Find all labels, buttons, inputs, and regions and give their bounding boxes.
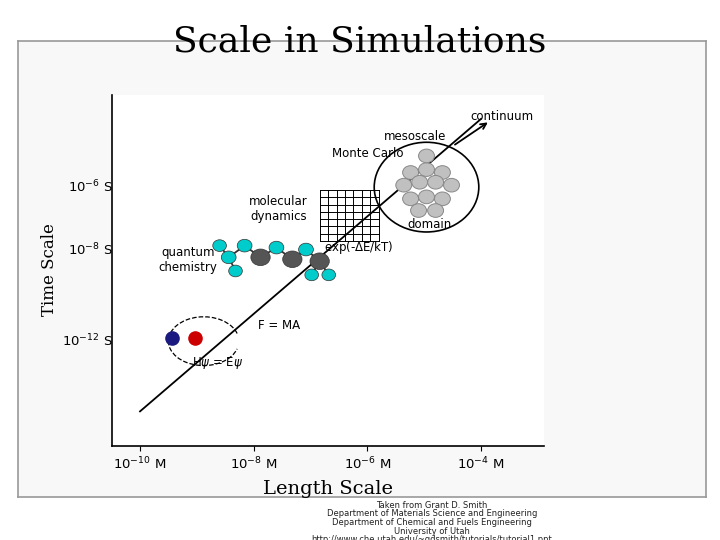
Circle shape (402, 192, 418, 206)
Text: exp(-$\Delta$E/kT): exp(-$\Delta$E/kT) (323, 239, 393, 256)
Text: H$\psi$ = E$\psi$: H$\psi$ = E$\psi$ (192, 355, 243, 370)
Circle shape (402, 166, 418, 179)
Circle shape (310, 253, 329, 269)
Circle shape (269, 241, 284, 254)
Text: Scale in Simulations: Scale in Simulations (174, 24, 546, 58)
Circle shape (428, 204, 444, 217)
Circle shape (283, 251, 302, 267)
Text: mesoscale: mesoscale (384, 130, 446, 143)
Circle shape (418, 190, 434, 204)
Circle shape (428, 176, 444, 189)
X-axis label: Length Scale: Length Scale (263, 480, 392, 498)
Text: $10^{-8}$ S: $10^{-8}$ S (68, 242, 113, 259)
Circle shape (229, 265, 243, 277)
Circle shape (251, 249, 270, 266)
Text: $10^{-12}$ S: $10^{-12}$ S (62, 333, 113, 349)
Circle shape (396, 178, 412, 192)
Circle shape (322, 269, 336, 281)
Text: quantum
chemistry: quantum chemistry (158, 246, 217, 274)
Circle shape (412, 176, 428, 189)
Circle shape (410, 204, 426, 217)
Circle shape (418, 163, 434, 177)
Text: continuum: continuum (470, 110, 533, 124)
Text: F = MA: F = MA (258, 319, 300, 332)
Text: Department of Materials Science and Engineering: Department of Materials Science and Engi… (327, 509, 537, 518)
Text: Department of Chemical and Fuels Engineering: Department of Chemical and Fuels Enginee… (332, 518, 532, 527)
Text: $10^{-6}$ S: $10^{-6}$ S (68, 179, 113, 195)
Text: domain: domain (408, 218, 452, 231)
Circle shape (221, 251, 236, 264)
Text: Monte Carlo: Monte Carlo (332, 147, 403, 160)
Text: http://www.che.utah.edu/~gdsmith/tutorials/tutorial1.ppt: http://www.che.utah.edu/~gdsmith/tutoria… (312, 535, 552, 540)
Circle shape (444, 178, 459, 192)
Circle shape (237, 239, 252, 252)
Circle shape (418, 149, 434, 163)
Text: Time Scale: Time Scale (40, 224, 58, 316)
Circle shape (213, 240, 226, 252)
Text: University of Utah: University of Utah (394, 526, 470, 536)
Point (166, 334, 178, 342)
Circle shape (434, 166, 451, 179)
Point (189, 334, 200, 342)
Circle shape (299, 243, 313, 256)
Text: molecular
dynamics: molecular dynamics (249, 194, 308, 222)
Circle shape (305, 269, 318, 281)
Circle shape (434, 192, 451, 206)
Text: Taken from Grant D. Smith: Taken from Grant D. Smith (377, 501, 487, 510)
